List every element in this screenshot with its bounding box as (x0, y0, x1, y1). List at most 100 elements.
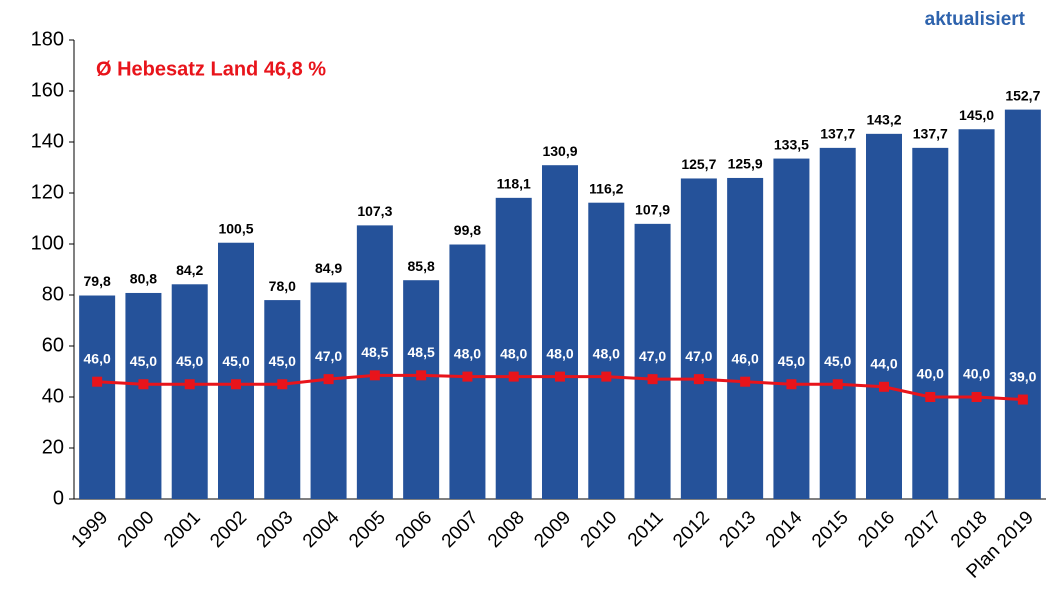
bar (356, 225, 393, 499)
bar-value-label: 116,2 (589, 180, 623, 196)
line-marker (925, 392, 936, 402)
line-value-label: 45,0 (778, 353, 805, 369)
bar (588, 202, 625, 499)
bar-value-label: 143,2 (866, 112, 901, 128)
line-value-label: 40,0 (917, 366, 944, 382)
chart-subtitle: aktualisiert (925, 9, 1026, 30)
line-value-label: 45,0 (269, 353, 296, 369)
line-value-label: 46,0 (84, 350, 111, 366)
x-tick-label: 2004 (299, 507, 344, 552)
bar (680, 178, 717, 499)
x-tick-label: 2015 (808, 507, 853, 552)
y-tick-label: 40 (42, 385, 64, 407)
bar (310, 282, 347, 499)
x-tick-label: 2012 (669, 507, 714, 552)
x-tick-label: 2005 (345, 507, 390, 552)
bar-value-label: 137,7 (913, 126, 948, 142)
line-value-label: 40,0 (963, 366, 990, 382)
line-marker (277, 379, 288, 390)
bar (495, 197, 532, 499)
line-marker (184, 379, 195, 390)
bar (634, 223, 671, 500)
line-marker (416, 370, 427, 381)
bar (1004, 109, 1041, 500)
bar-value-label: 79,8 (84, 273, 111, 289)
line-value-label: 47,0 (685, 348, 712, 364)
y-tick-label: 80 (42, 283, 64, 305)
bar-value-label: 130,9 (542, 143, 577, 159)
y-tick-label: 0 (53, 487, 64, 509)
bar (727, 177, 764, 499)
bar (819, 147, 856, 500)
line-value-label: 48,0 (454, 345, 481, 361)
line-marker (1017, 394, 1028, 405)
bar-value-label: 85,8 (408, 258, 435, 274)
bar (403, 280, 440, 499)
line-value-label: 45,0 (824, 353, 851, 369)
line-value-label: 45,0 (130, 353, 157, 369)
x-tick-label: 2014 (762, 507, 807, 552)
line-value-label: 48,0 (500, 345, 527, 361)
line-value-label: 47,0 (315, 348, 342, 364)
line-marker (508, 371, 519, 382)
x-tick-label: 2000 (114, 507, 159, 552)
y-tick-label: 100 (31, 232, 64, 254)
line-marker (369, 370, 380, 381)
line-marker (601, 371, 612, 382)
bar (218, 242, 254, 499)
bar-value-label: 84,2 (176, 262, 203, 278)
y-tick-label: 160 (31, 79, 64, 101)
bar (958, 129, 995, 499)
line-value-label: 45,0 (176, 353, 203, 369)
bar-value-label: 125,9 (728, 156, 763, 172)
x-tick-label: 2016 (854, 507, 899, 552)
bar (542, 165, 578, 499)
bar (773, 158, 810, 499)
bar-value-label: 100,5 (218, 220, 253, 236)
bar-value-label: 80,8 (130, 271, 157, 287)
line-marker (555, 371, 565, 382)
line-marker (92, 376, 103, 387)
bar (866, 133, 902, 499)
bar-value-label: 145,0 (959, 107, 994, 123)
x-tick-label: 2010 (577, 507, 622, 552)
bar (171, 284, 208, 499)
line-value-label: 39,0 (1009, 368, 1036, 384)
y-tick-label: 20 (42, 436, 64, 458)
x-tick-label: 2008 (484, 507, 529, 552)
x-tick-label: 2013 (715, 507, 760, 552)
y-tick-label: 140 (31, 130, 64, 152)
line-marker (971, 392, 982, 402)
bar-value-label: 78,0 (269, 278, 296, 294)
line-value-label: 48,0 (593, 345, 620, 361)
line-value-label: 48,5 (361, 344, 388, 360)
line-value-label: 48,5 (408, 344, 435, 360)
y-tick-label: 120 (31, 181, 64, 203)
line-marker (786, 379, 797, 390)
y-tick-label: 60 (42, 334, 64, 356)
x-tick-label: 2001 (160, 507, 205, 552)
bar-value-label: 137,7 (820, 126, 855, 142)
line-marker (740, 376, 751, 387)
bar-value-label: 99,8 (454, 222, 481, 238)
bar (264, 300, 301, 499)
bar-value-label: 107,3 (357, 203, 392, 219)
y-tick-label: 180 (31, 28, 64, 50)
line-value-label: 44,0 (870, 356, 897, 372)
line-marker (879, 381, 889, 392)
bar-value-label: 133,5 (774, 136, 809, 152)
line-marker (832, 379, 843, 390)
x-tick-label: 2002 (206, 507, 251, 552)
x-tick-label: 2006 (391, 507, 436, 552)
line-marker (323, 374, 334, 385)
line-marker (647, 374, 658, 385)
x-tick-label: 2011 (624, 507, 668, 551)
x-tick-label: 2007 (438, 507, 483, 552)
line-marker (231, 379, 241, 390)
bar-value-label: 125,7 (681, 156, 716, 172)
line-value-label: 48,0 (546, 345, 573, 361)
line-marker (462, 371, 473, 382)
bar-value-label: 107,9 (635, 202, 670, 218)
x-tick-label: 2009 (530, 507, 575, 552)
line-value-label: 47,0 (639, 348, 666, 364)
